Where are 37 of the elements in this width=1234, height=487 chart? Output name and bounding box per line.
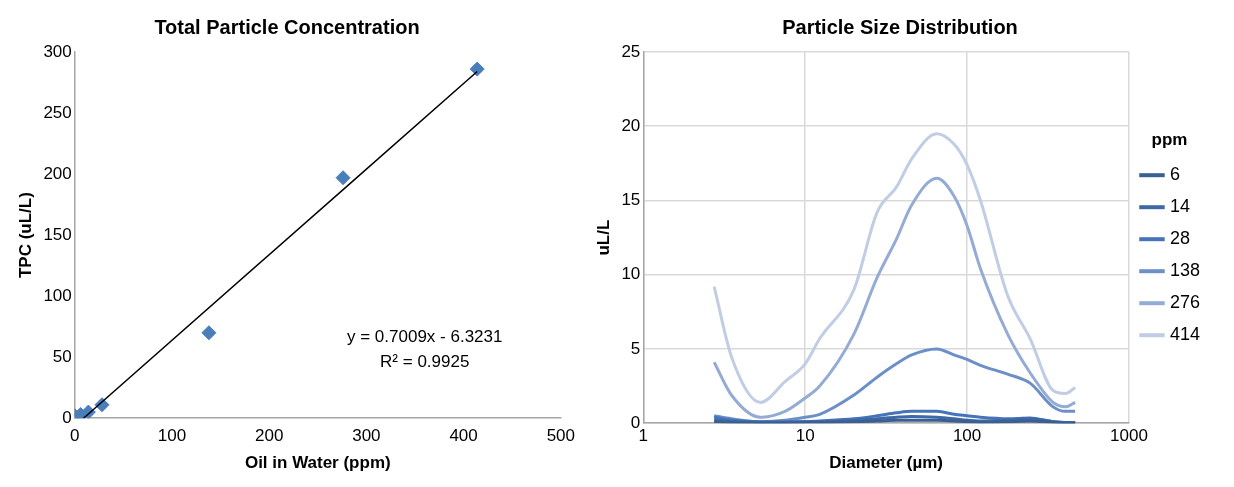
x-tick-label: 100 <box>157 426 187 446</box>
y-axis-title: uL/L <box>593 219 613 256</box>
legend-label: 276 <box>1169 292 1201 313</box>
x-tick-label: 1000 <box>1110 426 1148 446</box>
x-axis-title: Diameter (µm) <box>829 453 943 473</box>
x-tick-label: 200 <box>255 426 284 446</box>
x-axis-title: Oil in Water (ppm) <box>244 453 391 473</box>
y-tick-label: 5 <box>630 338 641 358</box>
x-tick-label: 1 <box>638 426 649 446</box>
y-tick-label: 0 <box>62 407 72 427</box>
legend-label: 28 <box>1169 228 1190 249</box>
x-tick-label: 10 <box>795 426 815 446</box>
y-tick-label: 300 <box>43 41 72 61</box>
y-tick-label: 15 <box>621 190 641 210</box>
y-tick-label: 100 <box>43 285 72 305</box>
legend-label: 414 <box>1169 324 1201 345</box>
y-tick-label: 250 <box>43 102 72 122</box>
x-tick-label: 400 <box>449 426 478 446</box>
y-tick-label: 20 <box>621 115 641 135</box>
chart-title: Total Particle Concentration <box>154 15 420 38</box>
y-tick-label: 0 <box>630 412 641 432</box>
y-tick-label: 25 <box>621 41 641 61</box>
chart-title: Particle Size Distribution <box>782 15 1018 38</box>
y-tick-label: 200 <box>43 163 72 183</box>
legend-label: 138 <box>1169 260 1201 281</box>
annotation: R² = 0.9925 <box>380 352 470 372</box>
legend-label: 14 <box>1169 196 1190 217</box>
y-tick-label: 10 <box>621 264 641 284</box>
y-tick-label: 150 <box>43 224 72 244</box>
y-axis-title: TPC (uL/L) <box>15 192 35 279</box>
legend-title: ppm <box>1151 129 1188 149</box>
x-tick-label: 500 <box>546 426 576 446</box>
y-tick-label: 50 <box>52 346 72 366</box>
x-tick-label: 300 <box>352 426 381 446</box>
annotation: y = 0.7009x - 6.3231 <box>346 327 503 347</box>
legend-label: 6 <box>1169 164 1180 185</box>
x-tick-label: 100 <box>952 426 982 446</box>
